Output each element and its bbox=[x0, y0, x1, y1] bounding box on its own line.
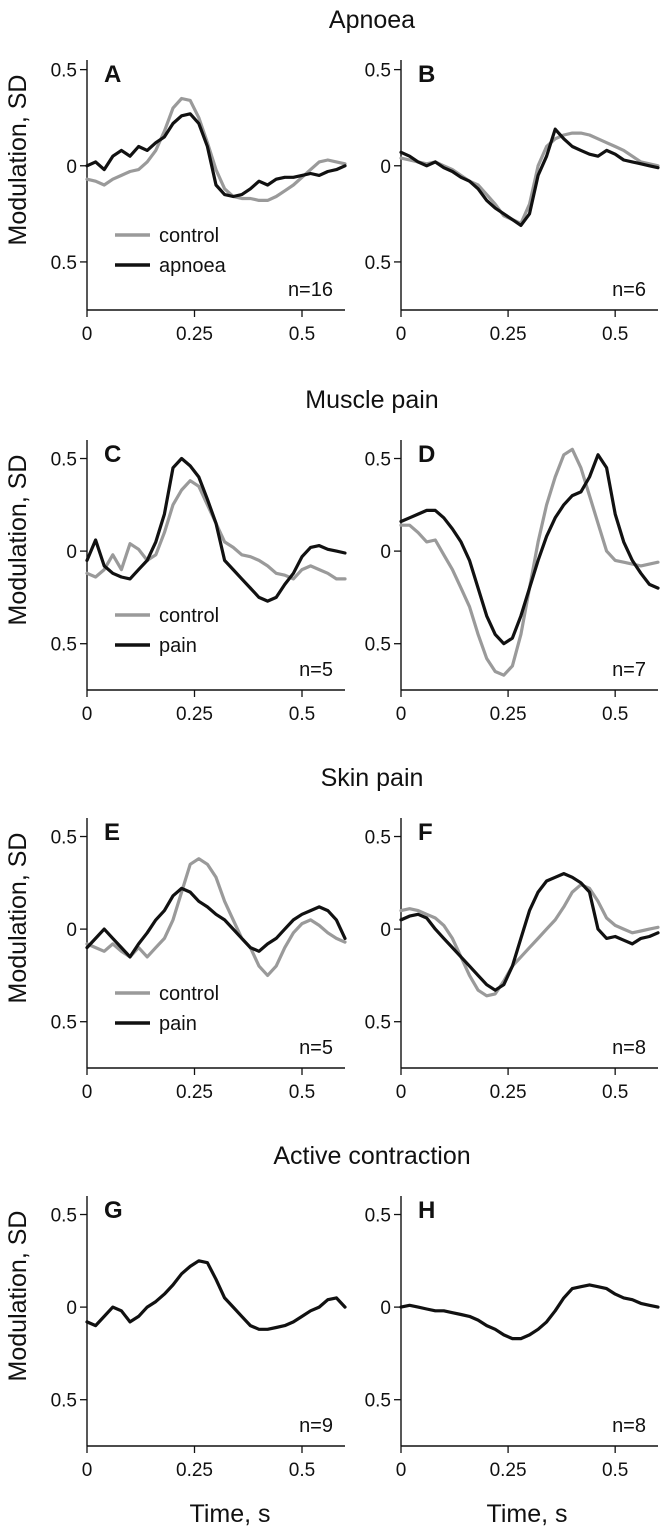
panel-e-x-tick-label: 0 bbox=[82, 1082, 93, 1103]
panel-e-n-label: n=5 bbox=[299, 1037, 333, 1059]
panel-a-y-tick-label: 0.5 bbox=[51, 253, 77, 274]
panel-a-legend-label-control: control bbox=[159, 225, 219, 247]
panel-d-n-label: n=7 bbox=[612, 659, 646, 681]
panel-g-y-tick-label: 0 bbox=[66, 1298, 77, 1319]
panel-a-x-tick-label: 0.25 bbox=[176, 324, 213, 345]
panel-d-y-tick-label: 0 bbox=[380, 542, 391, 563]
panel-c-series-pain bbox=[85, 456, 347, 603]
y-axis-label-1: Modulation, SD bbox=[4, 455, 32, 626]
row-title-1: Muscle pain bbox=[305, 386, 438, 414]
panel-a-legend-label-apnoea: apnoea bbox=[159, 255, 227, 277]
panel-c-x-tick-label: 0.25 bbox=[176, 704, 213, 725]
panel-g-y-tick-label: 0.5 bbox=[51, 1391, 77, 1412]
panel-a-n-label: n=16 bbox=[288, 279, 333, 301]
panel-d-series-pain bbox=[399, 453, 660, 646]
panel-d-y-tick-label: 0.5 bbox=[365, 450, 391, 471]
panel-c-x-tick-label: 0 bbox=[82, 704, 93, 725]
panel-g-x-tick-label: 0.25 bbox=[176, 1460, 213, 1481]
panel-a-series-control bbox=[85, 96, 347, 202]
panel-h-n-label: n=8 bbox=[612, 1415, 646, 1437]
panel-g-x-tick-label: 0 bbox=[82, 1460, 93, 1481]
panel-b-y-tick-label: 0 bbox=[380, 157, 391, 178]
panel-e-x-tick-label: 0.5 bbox=[289, 1082, 315, 1103]
panel-d-x-tick-label: 0.25 bbox=[490, 704, 527, 725]
panel-b-x-tick-label: 0.5 bbox=[602, 324, 628, 345]
panel-e-x-tick-label: 0.25 bbox=[176, 1082, 213, 1103]
panel-g-y-tick-label: 0.5 bbox=[51, 1206, 77, 1227]
panel-d-x-tick-label: 0.5 bbox=[602, 704, 628, 725]
panel-a-x-tick-label: 0 bbox=[82, 324, 93, 345]
panel-f-y-tick-label: 0.5 bbox=[365, 828, 391, 849]
x-axis-label-left: Time, s bbox=[189, 1500, 270, 1528]
panel-c-y-tick-label: 0.5 bbox=[51, 450, 77, 471]
panel-a-letter: A bbox=[104, 61, 121, 88]
panel-h-y-tick-label: 0.5 bbox=[365, 1206, 391, 1227]
panel-b-y-tick-label: 0.5 bbox=[365, 61, 391, 82]
panel-b-x-tick-label: 0.25 bbox=[490, 324, 527, 345]
panel-c-y-tick-label: 0.5 bbox=[51, 635, 77, 656]
panel-b-n-label: n=6 bbox=[612, 279, 646, 301]
panel-e-series-control bbox=[85, 857, 347, 978]
panel-a-x-tick-label: 0.5 bbox=[289, 324, 315, 345]
panel-e-series-pain bbox=[85, 886, 347, 959]
panel-h-y-tick-label: 0 bbox=[380, 1298, 391, 1319]
panel-c-n-label: n=5 bbox=[299, 659, 333, 681]
panel-b-series-apnoea bbox=[399, 127, 660, 227]
panel-g-x-tick-label: 0.5 bbox=[289, 1460, 315, 1481]
panel-f-y-tick-label: 0.5 bbox=[365, 1013, 391, 1034]
panel-b-x-tick-label: 0 bbox=[396, 324, 407, 345]
panel-c-legend-label-pain: pain bbox=[159, 635, 197, 657]
panel-h-x-tick-label: 0.25 bbox=[490, 1460, 527, 1481]
y-axis-label-2: Modulation, SD bbox=[4, 833, 32, 1004]
panel-h-x-tick-label: 0.5 bbox=[602, 1460, 628, 1481]
panel-e-y-tick-label: 0.5 bbox=[51, 828, 77, 849]
panel-e-y-tick-label: 0 bbox=[66, 920, 77, 941]
panel-f-x-tick-label: 0.5 bbox=[602, 1082, 628, 1103]
panel-f-series-pain bbox=[399, 871, 660, 992]
panel-c-letter: C bbox=[104, 441, 121, 468]
y-axis-label-0: Modulation, SD bbox=[4, 75, 32, 246]
panel-h-series-contraction bbox=[399, 1283, 660, 1341]
row-title-3: Active contraction bbox=[273, 1142, 470, 1170]
panel-e-legend-label-pain: pain bbox=[159, 1013, 197, 1035]
panel-h-letter: H bbox=[418, 1197, 435, 1224]
panel-d-letter: D bbox=[418, 441, 435, 468]
panel-e-legend-label-control: control bbox=[159, 983, 219, 1005]
panel-g-letter: G bbox=[104, 1197, 123, 1224]
panel-f-x-tick-label: 0.25 bbox=[490, 1082, 527, 1103]
panel-a-y-tick-label: 0 bbox=[66, 157, 77, 178]
panel-b-letter: B bbox=[418, 61, 435, 88]
row-title-0: Apnoea bbox=[329, 6, 415, 34]
panel-e-y-tick-label: 0.5 bbox=[51, 1013, 77, 1034]
panel-g-series-contraction bbox=[85, 1259, 347, 1331]
panel-d-y-tick-label: 0.5 bbox=[365, 635, 391, 656]
panel-f-y-tick-label: 0 bbox=[380, 920, 391, 941]
panel-a-series-apnoea bbox=[85, 112, 347, 199]
panel-a-y-tick-label: 0.5 bbox=[51, 61, 77, 82]
panel-f-series-control bbox=[399, 883, 660, 998]
panel-c-legend-label-control: control bbox=[159, 605, 219, 627]
panel-c-x-tick-label: 0.5 bbox=[289, 704, 315, 725]
row-title-2: Skin pain bbox=[321, 764, 424, 792]
panel-f-x-tick-label: 0 bbox=[396, 1082, 407, 1103]
panel-g-n-label: n=9 bbox=[299, 1415, 333, 1437]
panel-h-x-tick-label: 0 bbox=[396, 1460, 407, 1481]
panel-e-letter: E bbox=[104, 819, 120, 846]
x-axis-label-right: Time, s bbox=[486, 1500, 567, 1528]
y-axis-label-3: Modulation, SD bbox=[4, 1211, 32, 1382]
panel-c-y-tick-label: 0 bbox=[66, 542, 77, 563]
panel-h-y-tick-label: 0.5 bbox=[365, 1391, 391, 1412]
panel-f-letter: F bbox=[418, 819, 433, 846]
panel-b-y-tick-label: 0.5 bbox=[365, 253, 391, 274]
panel-d-series-control bbox=[399, 447, 660, 677]
panel-f-n-label: n=8 bbox=[612, 1037, 646, 1059]
panel-d-x-tick-label: 0 bbox=[396, 704, 407, 725]
